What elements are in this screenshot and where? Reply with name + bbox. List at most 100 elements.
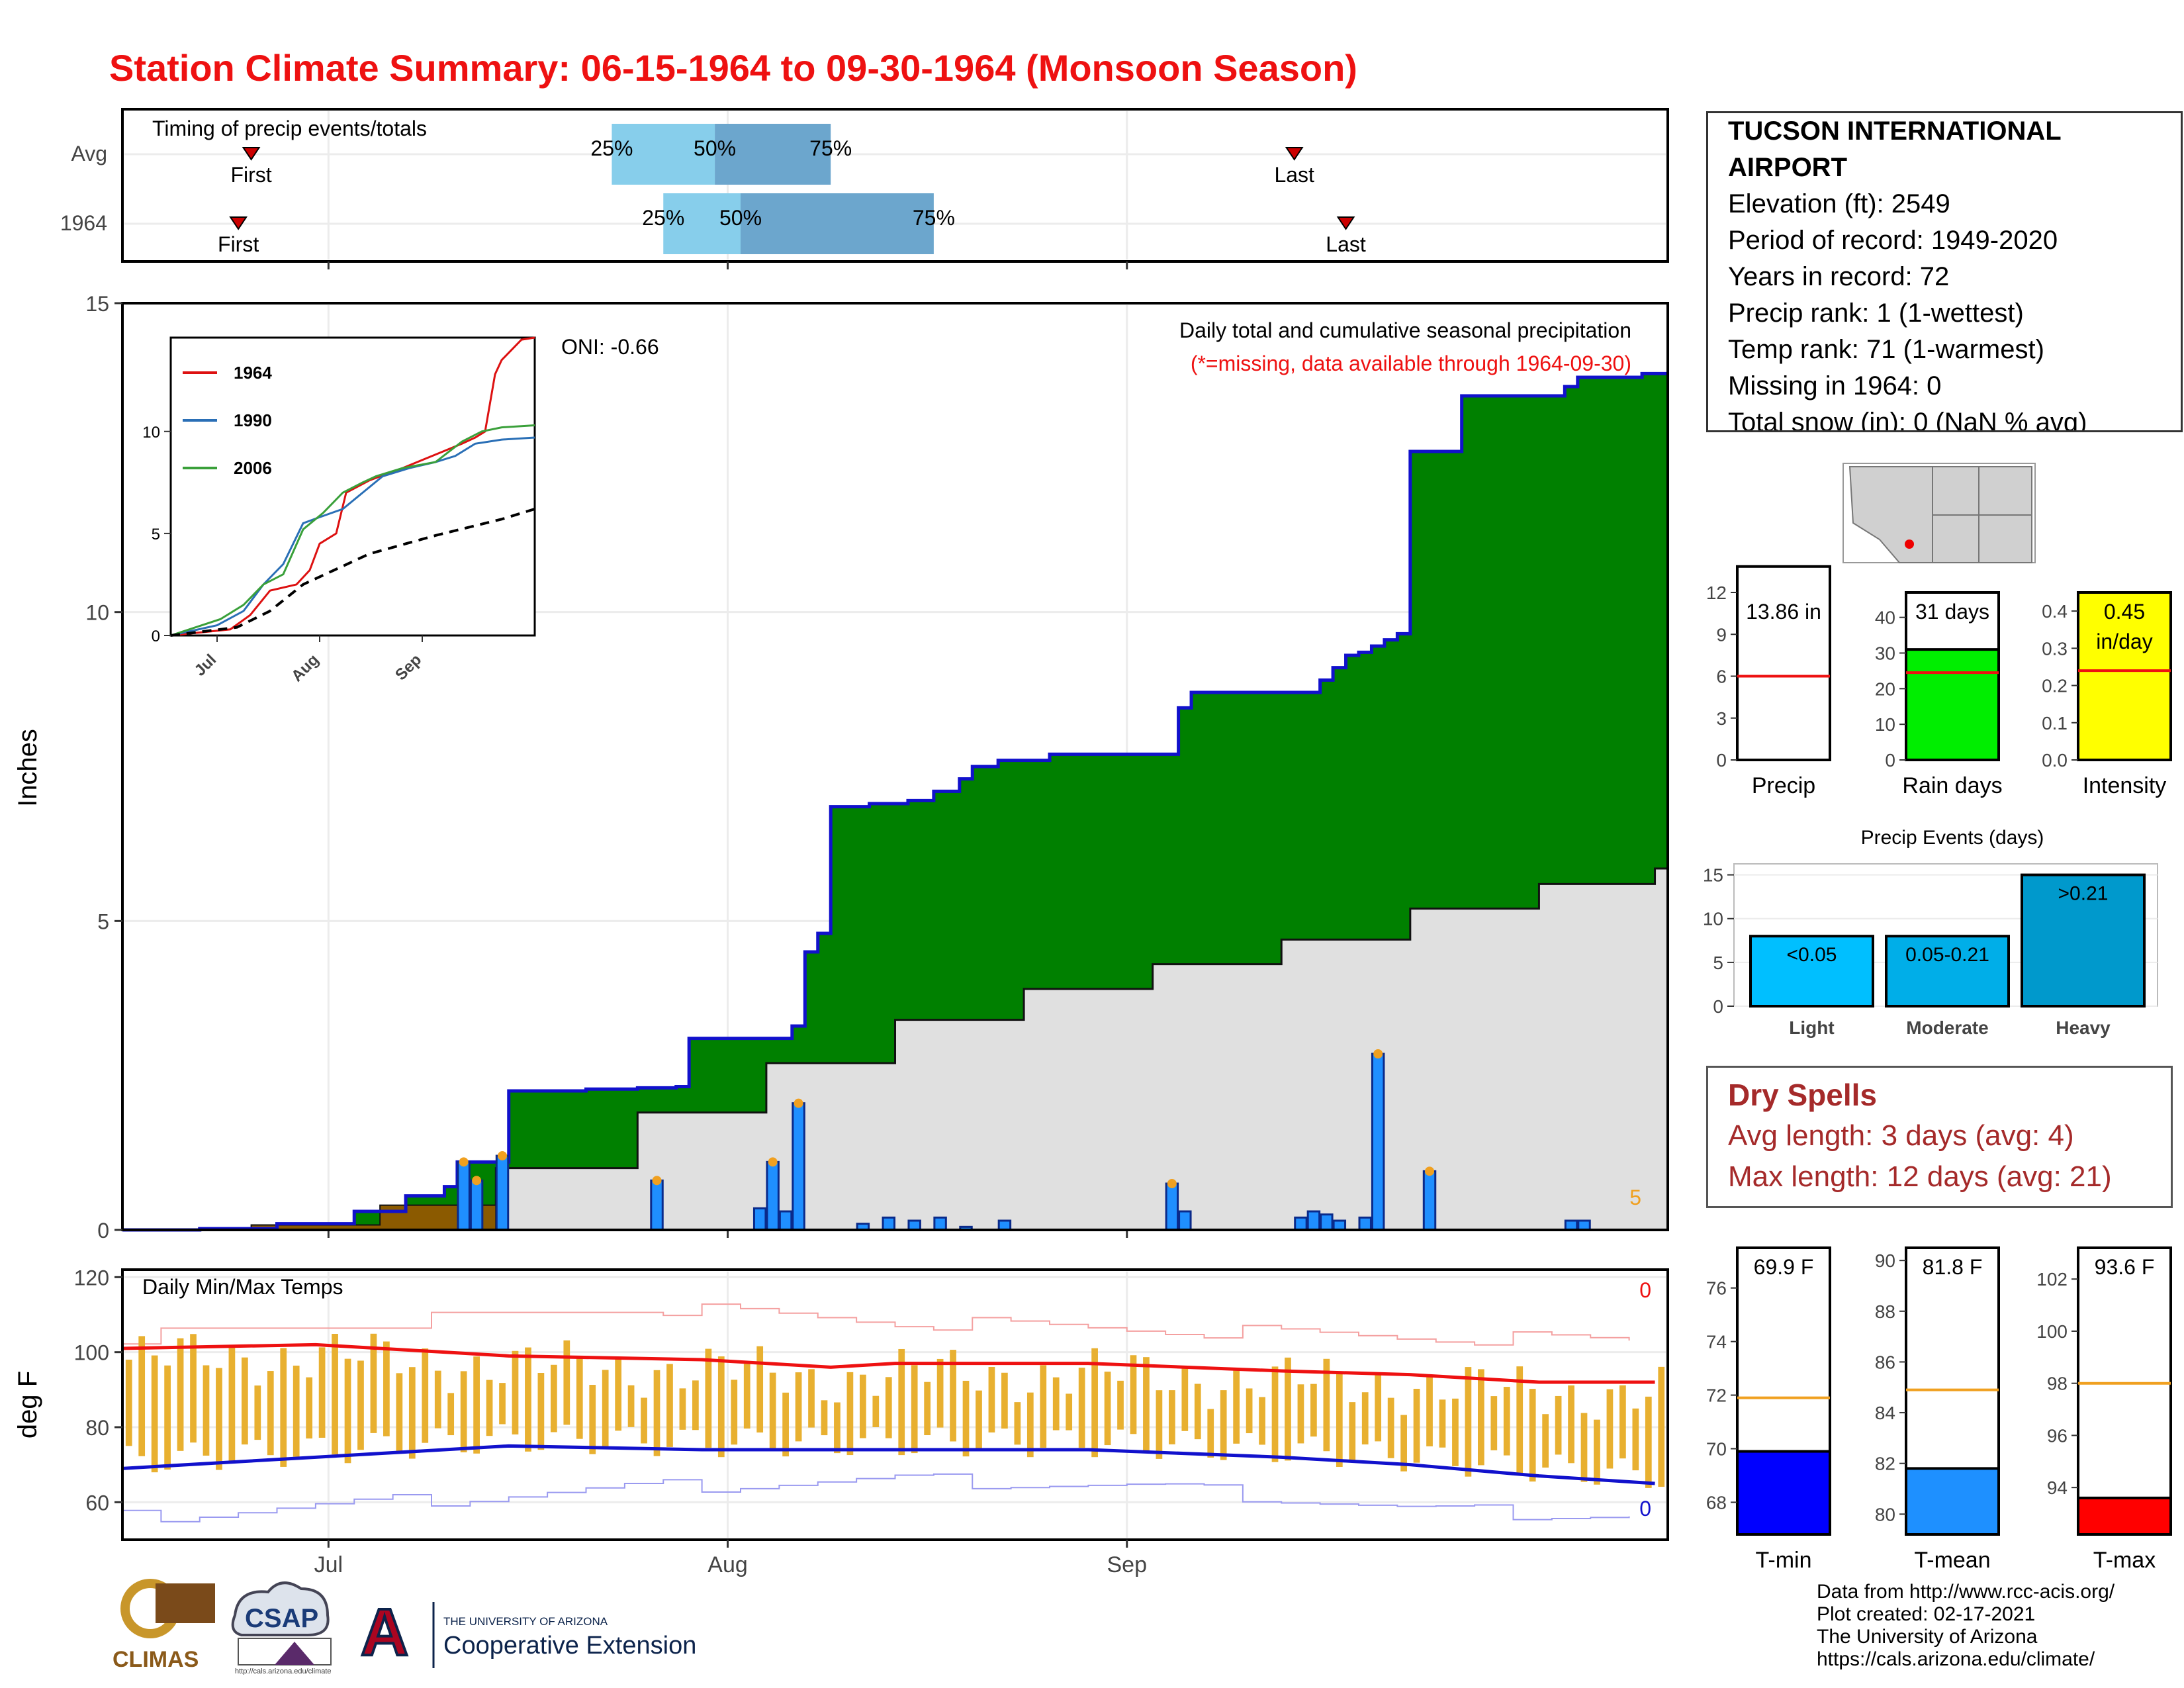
daily-temp-range-bar [1361,1392,1369,1445]
csap-logo-url: http://cals.arizona.edu/climate [235,1667,332,1675]
summary-y-tick-label: 3 [1716,708,1727,729]
daily-temp-range-bar [486,1380,493,1436]
daily-precip-bar [907,1219,921,1231]
events-y-tick-label: 15 [1703,865,1723,886]
daily-temp-range-bar [422,1348,429,1443]
daily-temp-range-bar [1259,1397,1265,1445]
daily-temp-range-bar [615,1357,622,1431]
daily-temp-range-bar [666,1364,673,1447]
daily-temp-range-bar [1619,1385,1626,1459]
daily-temp-range-bar [1040,1365,1047,1448]
page-title: Station Climate Summary: 06-15-1964 to 0… [109,47,1357,89]
daily-temp-range-bar [203,1365,210,1456]
inset-legend-label: 2006 [234,458,272,478]
daily-precip-bar [792,1102,805,1231]
dry-spells-avg: Avg length: 3 days (avg: 4) [1728,1119,2074,1152]
daily-temp-range-bar [1349,1402,1356,1462]
daily-temp-range-bar [1529,1389,1536,1482]
timing-panel: 25% 50% 75% First Last 25% 50% 75% First Last Tim… [60,108,1669,269]
heavy-event-marker [1425,1166,1435,1176]
daily-temp-range-bar [460,1371,467,1453]
daily-temp-range-bar [332,1333,338,1455]
daily-temp-range-bar [808,1369,815,1428]
events-bar-label: 0.05-0.21 [1905,944,1989,966]
footer-credits: Data from http://www.rcc-acis.org/ Plot … [1817,1581,2115,1671]
daily-temp-range-bar [1542,1414,1549,1468]
timing-first-marker [229,216,248,230]
heavy-event-marker [1167,1179,1177,1188]
location-map [1843,463,2036,563]
daily-temp-range-bar [254,1385,261,1440]
summary-bar [1736,1450,1831,1536]
precip-chart-title: Daily total and cumulative seasonal prec… [1179,318,1631,342]
inset-average-line [170,507,535,637]
summary-y-tick-label: 68 [1706,1492,1727,1513]
summary-y-tick-label: 9 [1716,624,1727,645]
daily-precip-bar [469,1179,484,1231]
daily-temp-range-bar [795,1372,802,1442]
daily-temp-range-bar [898,1348,905,1456]
temps-y-tick-label: 100 [74,1341,109,1365]
summary-y-tick-label: 40 [1875,608,1895,628]
events-category-label: Heavy [2056,1017,2111,1038]
daily-temp-range-bar [782,1392,789,1457]
temps-chart-title: Daily Min/Max Temps [142,1275,343,1299]
daily-temp-range-bar [344,1358,351,1464]
summary-category-label: T-min [1756,1548,1812,1573]
daily-precip-bar [650,1179,664,1231]
timing-row-label: 1964 [60,211,107,235]
daily-temp-range-bar [1477,1369,1484,1466]
daily-temp-range-bar [563,1340,570,1425]
summary-y-tick-label: 30 [1875,643,1895,664]
events-y-tick-label: 10 [1703,909,1723,929]
inset-y-tick-label: 10 [142,424,160,442]
daily-temp-range-bar [1606,1389,1614,1469]
timing-q50-label: 50% [719,206,762,230]
daily-temp-range-bar [834,1402,841,1454]
events-category-label: Moderate [1906,1017,1988,1038]
daily-temp-range-bar [1130,1355,1137,1434]
summary-value-label: 0.45 [2104,600,2145,624]
events-bar [1885,935,2010,1008]
csap-logo-text: CSAP [245,1604,318,1633]
timing-q25-label: 25% [642,206,684,230]
ua-logo-line1: THE UNIVERSITY OF ARIZONA [443,1615,608,1628]
station-snow: Total snow (in): 0 (NaN % avg) [1728,408,2087,432]
climas-logo-text: CLIMAS [113,1647,199,1672]
footer-university: The University of Arizona [1817,1626,2038,1648]
daily-temp-range-bar [1387,1397,1394,1458]
daily-temp-range-bar [1233,1369,1240,1444]
timing-first-marker [242,147,261,161]
timing-q25-label: 25% [590,136,633,160]
daily-temp-range-bar [164,1365,171,1470]
csap-logo: CSAP http://cals.arizona.edu/climate [231,1581,332,1675]
daily-precip-bar [1320,1213,1334,1231]
daily-temp-range-bar [1490,1396,1498,1450]
events-title: Precip Events (days) [1861,827,2044,849]
daily-temp-range-bar [1323,1358,1330,1452]
timing-last-marker [1285,147,1304,161]
events-bar-label: <0.05 [1787,944,1837,966]
temps-y-axis-label: deg F [13,1371,42,1438]
daily-temp-range-bar [653,1370,660,1456]
daily-temp-range-bar [627,1385,635,1427]
precip-chart-subtitle: (*=missing, data available through 1964-… [1191,352,1631,375]
summary-category-label: Rain days [1902,773,2002,798]
precip-corner-count: 5 [1629,1186,1641,1209]
daily-temp-range-bar [1168,1390,1175,1444]
daily-temp-range-bar [473,1356,480,1454]
timing-q75-label: 75% [809,136,852,160]
daily-temp-range-bar [731,1380,738,1445]
average-tmin-line [122,1444,1655,1485]
summary-y-tick-label: 70 [1706,1439,1727,1460]
daily-temp-range-bar [911,1365,918,1454]
temps-y-tick-label: 120 [74,1266,109,1289]
summary-value-label: 13.86 in [1746,600,1821,624]
daily-temp-range-bar [885,1377,892,1438]
daily-temp-range-bar [743,1364,751,1429]
heavy-event-marker [1373,1049,1383,1058]
daily-temp-range-bar [962,1380,970,1457]
daily-temp-range-bar [1001,1372,1008,1429]
daily-temp-range-bar [1413,1388,1420,1463]
daily-temp-range-bar [138,1336,146,1456]
